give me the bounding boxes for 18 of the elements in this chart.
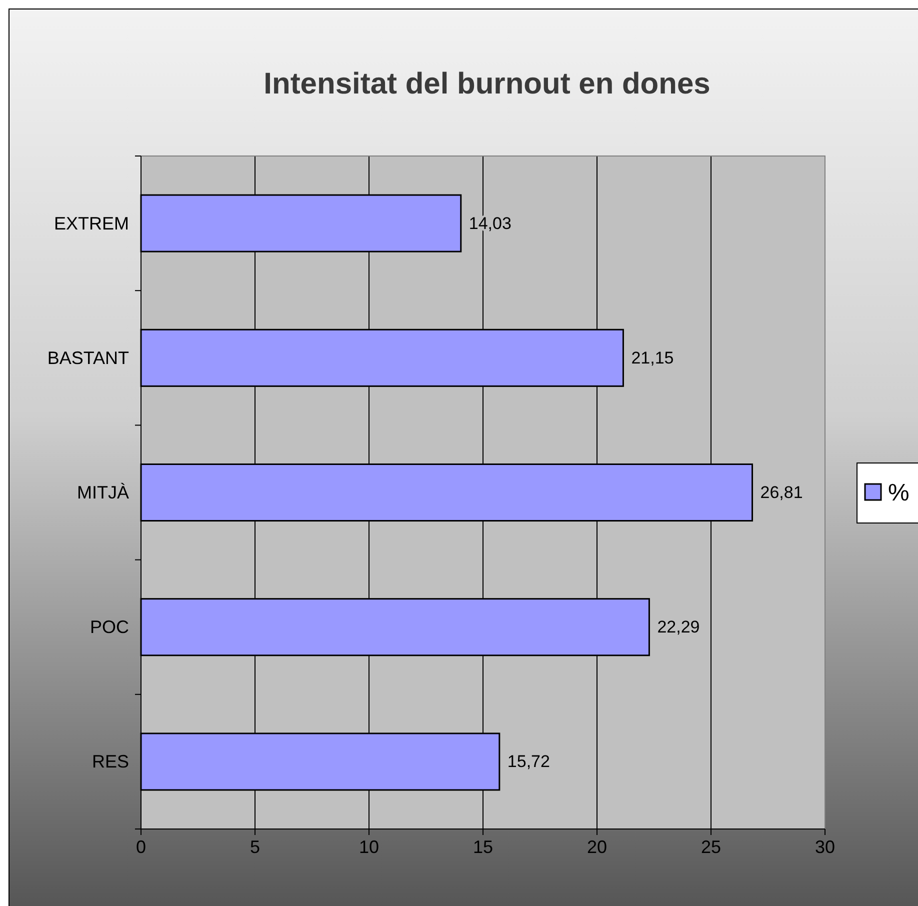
data-label: 26,81 xyxy=(760,483,803,502)
x-tick-label: 20 xyxy=(586,837,608,857)
y-tick-label: POC xyxy=(90,617,129,638)
y-tick-label: MITJÀ xyxy=(77,482,129,502)
chart-title: Intensitat del burnout en dones xyxy=(264,68,710,100)
y-tick-label: BASTANT xyxy=(47,348,129,368)
x-tick-label: 15 xyxy=(472,837,494,857)
x-tick-label: 30 xyxy=(814,837,836,857)
data-label: 15,72 xyxy=(507,752,550,772)
data-label: 22,29 xyxy=(657,618,700,637)
legend-label: % xyxy=(888,480,910,506)
y-tick-label: RES xyxy=(92,752,129,772)
x-tick-label: 0 xyxy=(136,837,146,857)
x-tick-label: 25 xyxy=(700,837,722,857)
y-tick-label: EXTREM xyxy=(54,213,129,234)
data-label: 21,15 xyxy=(631,348,674,368)
x-tick-label: 10 xyxy=(358,837,380,857)
x-tick-label: 5 xyxy=(250,837,260,857)
